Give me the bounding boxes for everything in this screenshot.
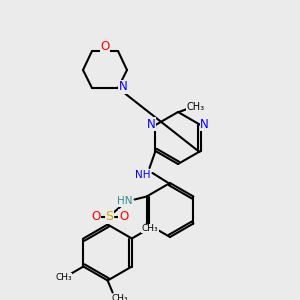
Text: N: N (147, 118, 156, 130)
Text: CH₃: CH₃ (142, 224, 158, 233)
Text: N: N (200, 118, 209, 130)
Text: CH₃: CH₃ (55, 273, 72, 282)
Text: CH₃: CH₃ (187, 102, 205, 112)
Text: N: N (118, 80, 127, 94)
Text: O: O (91, 210, 100, 223)
Text: O: O (119, 210, 128, 223)
Text: O: O (100, 40, 109, 53)
Text: HN: HN (117, 196, 132, 206)
Text: S: S (106, 210, 114, 223)
Text: NH: NH (135, 170, 150, 180)
Text: CH₃: CH₃ (111, 294, 128, 300)
